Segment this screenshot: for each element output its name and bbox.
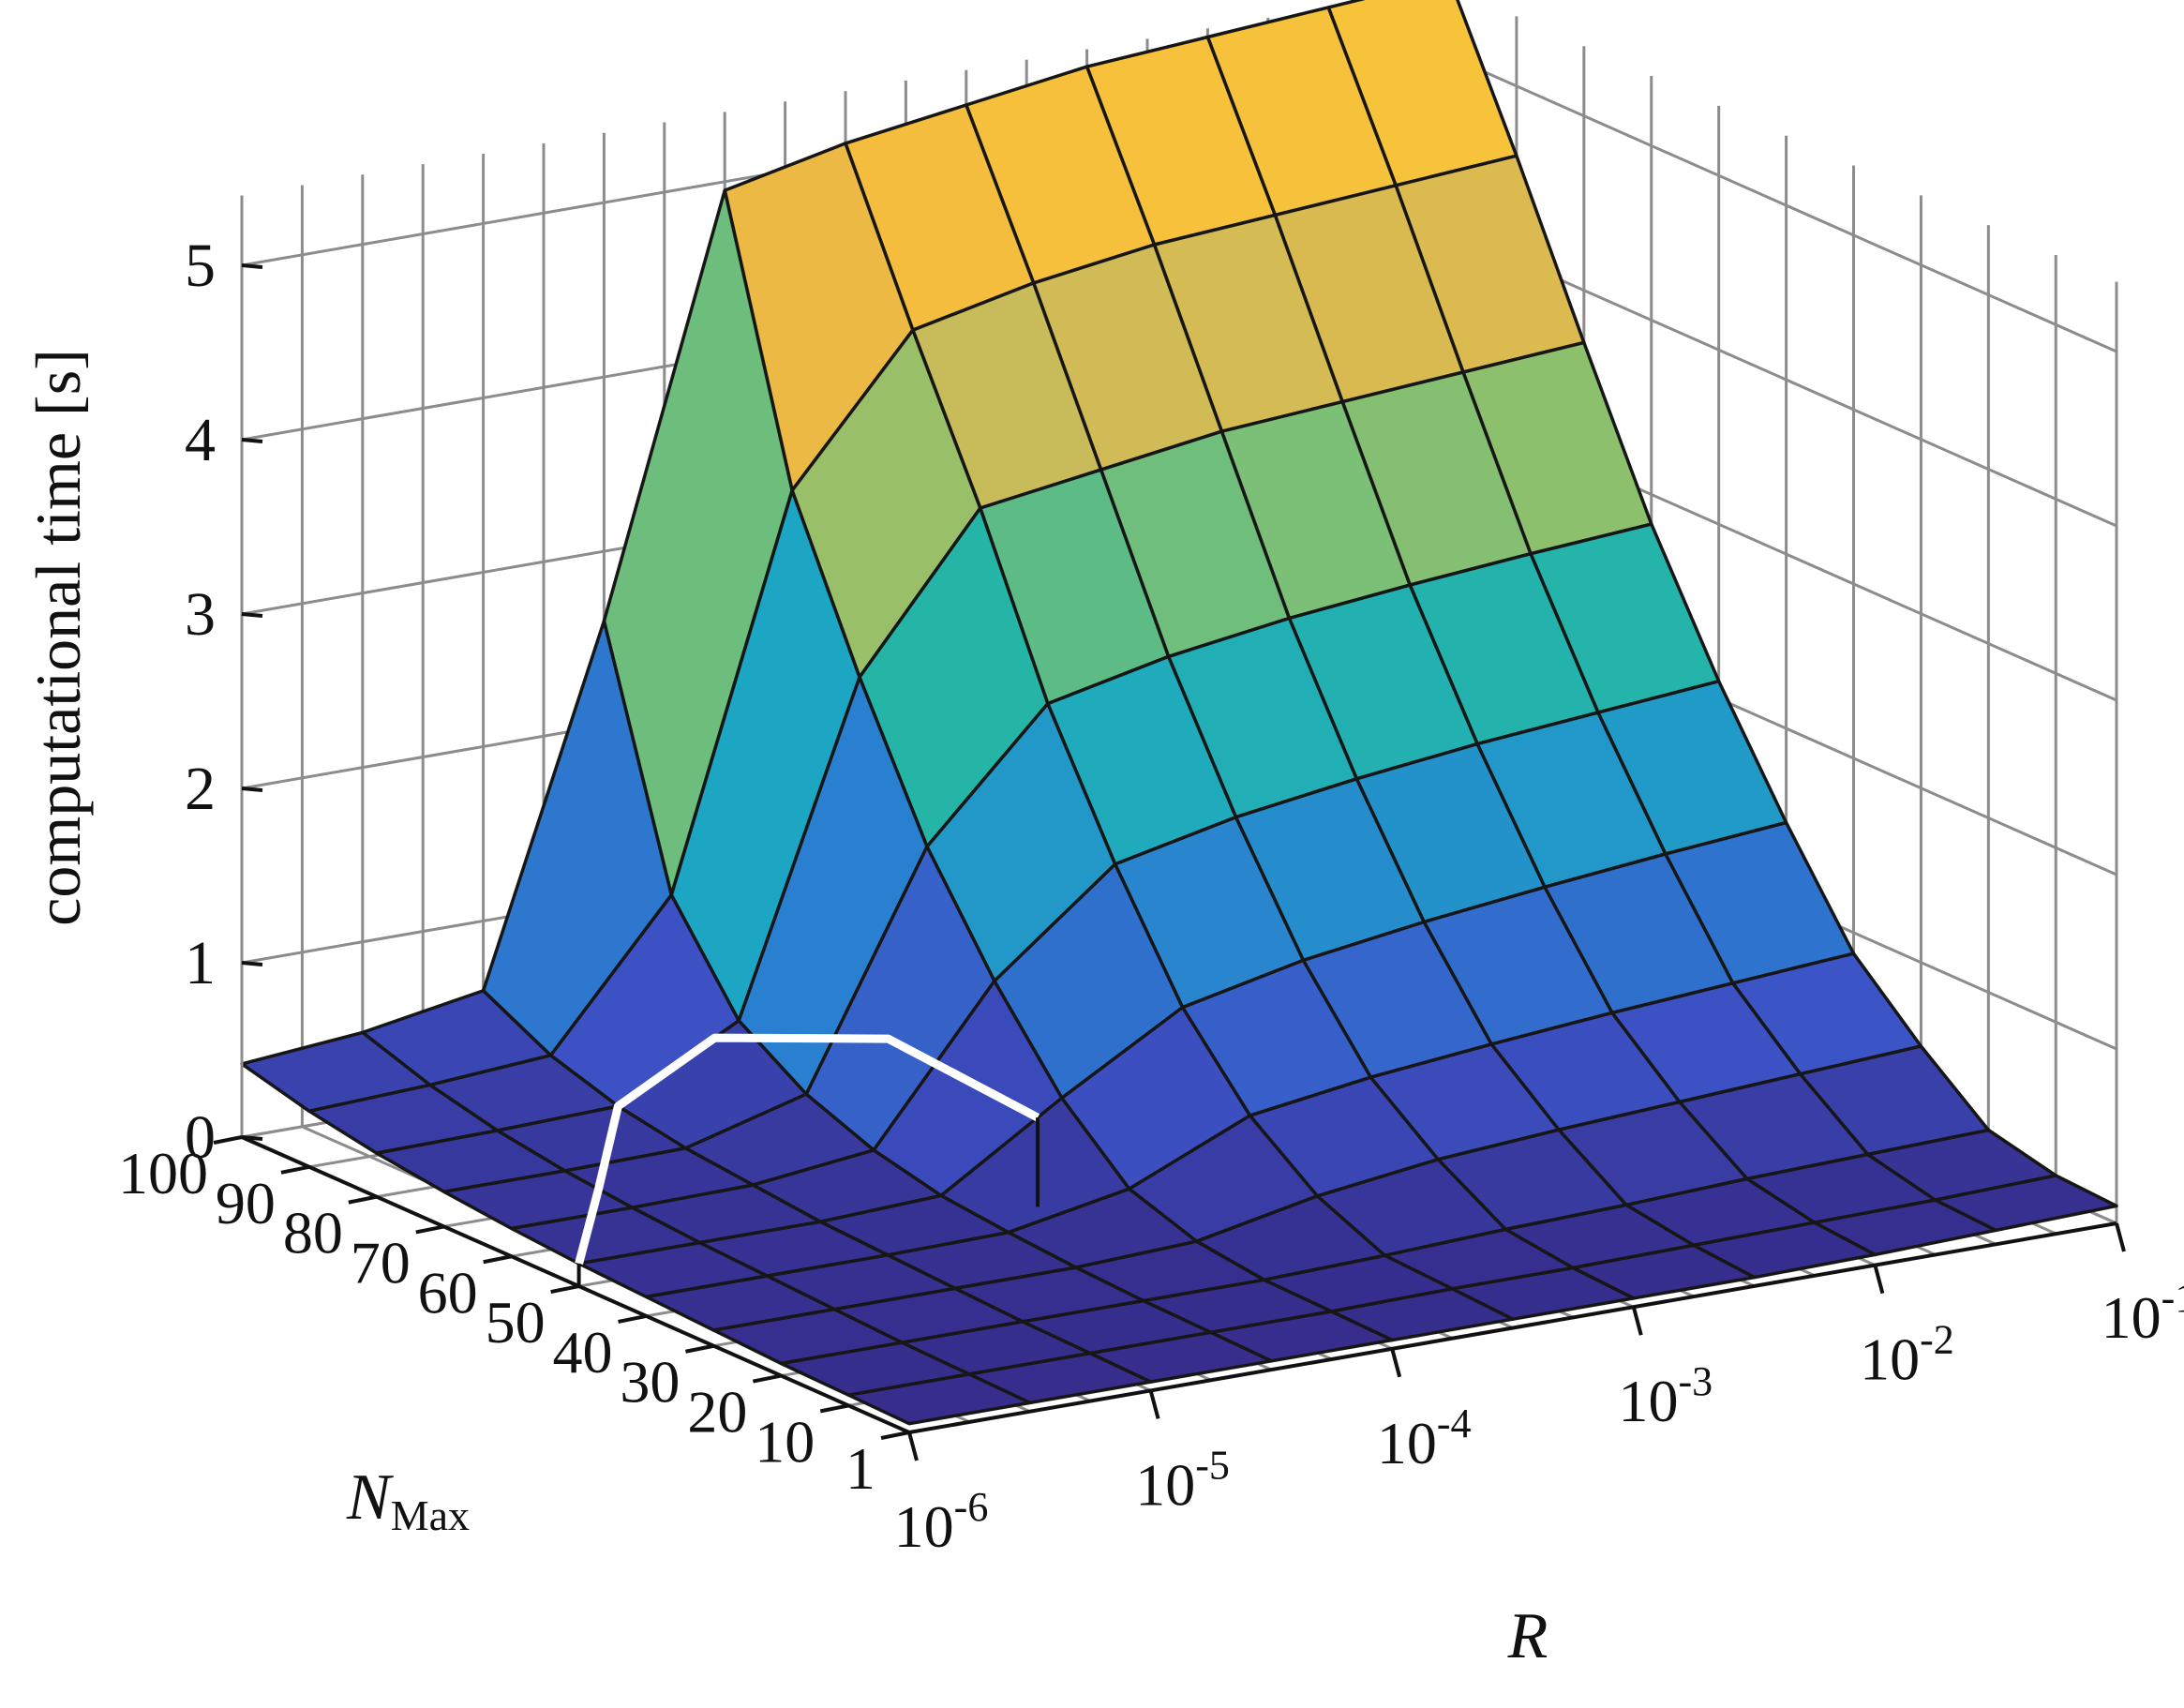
r-tick-exponent: -5	[1195, 1442, 1230, 1488]
r-tick-exponent: -3	[1678, 1358, 1713, 1404]
z-tick	[241, 612, 263, 618]
n-axis-label: NMax	[346, 1461, 470, 1539]
n-tick	[415, 1224, 445, 1235]
r-tick-base: 10	[1135, 1451, 1195, 1518]
z-tick-label: 2	[185, 755, 216, 823]
z-tick	[241, 1135, 263, 1141]
r-tick-base: 10	[894, 1493, 954, 1560]
n-tick	[685, 1343, 714, 1354]
r-tick-base: 10	[1618, 1368, 1678, 1434]
z-tick	[241, 438, 263, 443]
r-tick-exponent: -1	[2162, 1275, 2184, 1321]
r-tick-base: 10	[1860, 1326, 1920, 1393]
r-tick	[907, 1431, 919, 1461]
surface-patch	[846, 1372, 1032, 1426]
n-tick-label: 20	[687, 1379, 747, 1446]
z-tick-label: 4	[185, 406, 216, 474]
r-axis-label: R	[1507, 1600, 1548, 1672]
n-tick-label: 30	[620, 1349, 680, 1416]
n-axis-label-sub: Max	[391, 1491, 470, 1539]
z-tick	[241, 787, 263, 792]
highlight-layer	[575, 1033, 1040, 1287]
n-tick	[280, 1164, 310, 1175]
r-tick	[1873, 1265, 1885, 1295]
r-tick-exponent: -4	[1437, 1401, 1472, 1446]
z-tick	[241, 961, 263, 966]
n-tick-label: 10	[755, 1408, 815, 1475]
r-tick-base: 10	[1377, 1410, 1437, 1476]
grid-line	[1448, 54, 2117, 353]
r-tick	[1390, 1348, 1402, 1378]
r-tick	[1148, 1389, 1160, 1419]
r-tick-exponent: -2	[1920, 1317, 1954, 1363]
n-tick	[483, 1254, 513, 1265]
n-tick-label: 90	[216, 1170, 276, 1236]
n-tick-label: 50	[486, 1289, 546, 1356]
n-tick-label: 60	[418, 1259, 478, 1326]
n-tick	[550, 1284, 579, 1295]
n-tick	[213, 1135, 243, 1145]
r-tick-label: 10-1	[2102, 1275, 2184, 1351]
highlight-path	[575, 1033, 1040, 1266]
z-tick-label: 1	[185, 929, 216, 997]
n-tick	[819, 1403, 849, 1414]
z-tick-label: 5	[185, 232, 216, 300]
r-tick-label: 10-5	[1135, 1442, 1230, 1518]
n-tick	[752, 1373, 782, 1384]
n-tick-label: 70	[351, 1229, 411, 1296]
n-axis-label-main: N	[346, 1461, 394, 1534]
n-tick	[348, 1194, 378, 1205]
r-tick	[2115, 1222, 2126, 1252]
z-tick-label: 3	[185, 580, 216, 649]
n-axis-line	[241, 1135, 910, 1434]
z-tick-label: 0	[185, 1103, 216, 1172]
n-tick	[618, 1313, 647, 1324]
r-axis-line	[908, 1221, 2117, 1434]
z-tick	[241, 263, 263, 269]
surface-layer	[240, 0, 2118, 1426]
n-tick	[880, 1431, 910, 1440]
z-axis-label: computational time [s]	[22, 349, 94, 926]
n-tick-label: 1	[845, 1435, 875, 1502]
r-tick-label: 10-6	[894, 1484, 989, 1560]
n-tick-label: 100	[118, 1140, 208, 1206]
r-tick-label: 10-3	[1618, 1358, 1713, 1434]
r-tick-base: 10	[2102, 1284, 2162, 1351]
n-tick-label: 40	[553, 1319, 613, 1386]
r-tick	[1631, 1306, 1643, 1336]
r-tick-label: 10-2	[1860, 1317, 1954, 1393]
n-tick-label: 80	[283, 1200, 343, 1266]
r-tick-exponent: -6	[954, 1484, 989, 1530]
r-tick-label: 10-4	[1377, 1401, 1472, 1476]
